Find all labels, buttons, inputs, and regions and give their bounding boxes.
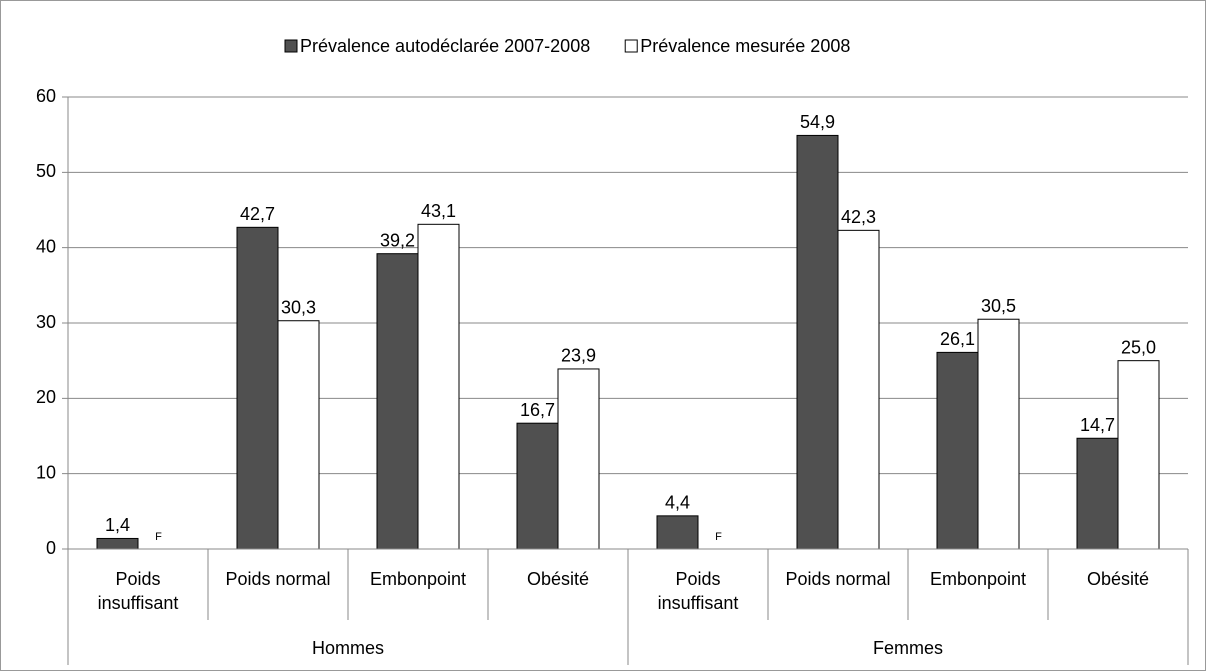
value-label: 25,0: [1121, 337, 1156, 357]
value-label: F: [715, 531, 722, 543]
value-label: 42,3: [841, 207, 876, 227]
bar: [417, 223, 460, 550]
bar: [1076, 437, 1119, 550]
value-label: 26,1: [940, 329, 975, 349]
bar: [837, 229, 880, 550]
bar: [1117, 360, 1160, 550]
bar: [977, 318, 1020, 550]
value-label: 43,1: [421, 201, 456, 221]
y-tick-label: 20: [36, 387, 56, 407]
x-tick-label: Poids insuffisant: [97, 569, 179, 613]
x-tick-label: Obésité: [1086, 569, 1150, 589]
x-tick-label: Poids normal: [785, 569, 891, 589]
value-label: 30,5: [981, 296, 1016, 316]
legend-label: Prévalence mesurée 2008: [640, 36, 850, 56]
bar: [376, 253, 419, 550]
value-label: 23,9: [561, 346, 596, 366]
y-tick-label: 30: [36, 312, 56, 332]
legend-swatch: [624, 39, 638, 53]
value-label: 1,4: [105, 515, 130, 535]
y-tick-label: 10: [36, 462, 56, 482]
bar: [936, 351, 979, 550]
bar: [557, 368, 600, 550]
y-tick-label: 40: [36, 236, 56, 256]
bar: [96, 537, 139, 550]
x-tick-label: Poids normal: [225, 569, 331, 589]
group-label: Femmes: [872, 638, 943, 658]
value-label: 14,7: [1080, 415, 1115, 435]
x-tick-label: Embonpoint: [369, 569, 467, 589]
value-label: 16,7: [520, 400, 555, 420]
value-label: 42,7: [240, 204, 275, 224]
legend-label: Prévalence autodéclarée 2007-2008: [300, 36, 590, 56]
bar: [277, 320, 320, 550]
x-tick-label: Obésité: [526, 569, 590, 589]
y-tick-label: 0: [46, 538, 56, 558]
legend-swatch: [284, 39, 298, 53]
value-label: 30,3: [281, 297, 316, 317]
group-label: Hommes: [311, 638, 384, 658]
value-label: F: [155, 531, 162, 543]
bar: [796, 134, 839, 550]
y-tick-label: 50: [36, 161, 56, 181]
y-tick-label: 60: [36, 86, 56, 106]
bar: [236, 226, 279, 550]
bar: [516, 422, 559, 550]
value-label: 4,4: [665, 493, 690, 513]
value-label: 39,2: [380, 230, 415, 250]
value-label: 54,9: [800, 112, 835, 132]
x-tick-label: Poids insuffisant: [657, 569, 739, 613]
bar: [656, 515, 699, 550]
x-tick-label: Embonpoint: [929, 569, 1027, 589]
